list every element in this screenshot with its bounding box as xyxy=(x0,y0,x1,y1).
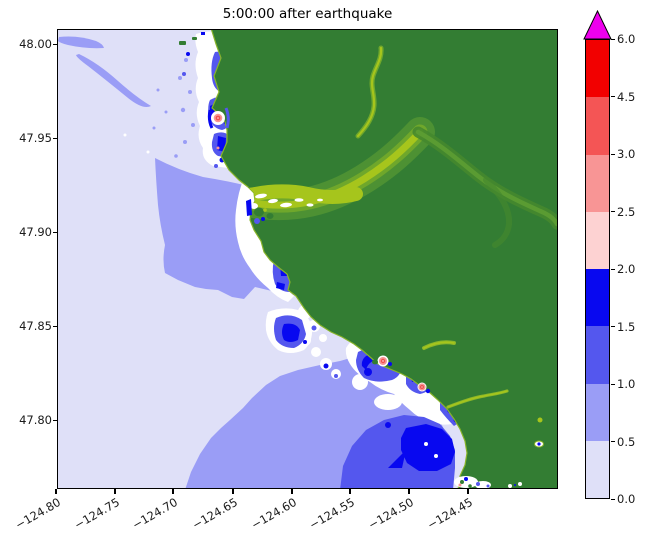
x-tick-mark xyxy=(467,489,469,494)
x-tick-mark xyxy=(232,489,234,494)
colorbar-tick-mark xyxy=(611,96,615,98)
colorbar-tick-label: 2.0 xyxy=(617,262,636,276)
bottom-coast-islets xyxy=(454,476,522,488)
map-plot-area xyxy=(57,29,558,489)
y-tick-mark xyxy=(53,43,58,45)
y-tick-label: 47.80 xyxy=(19,413,52,427)
x-tick-label: −124.60 xyxy=(248,495,299,533)
wave-hotspot-1 xyxy=(207,107,230,129)
land-region xyxy=(210,30,557,488)
colorbar-tick-mark xyxy=(611,498,615,500)
colorbar-segment xyxy=(586,269,609,327)
x-tick-mark xyxy=(55,489,57,494)
colorbar-segment xyxy=(586,440,609,498)
x-tick-label: −124.55 xyxy=(306,495,357,533)
offshore-islets xyxy=(179,32,205,76)
colorbar-tick-label: 0.0 xyxy=(617,492,636,506)
y-tick-label: 47.90 xyxy=(19,225,52,239)
colorbar-tick-mark xyxy=(611,38,615,40)
colorbar-tick-mark xyxy=(611,326,615,328)
colorbar-tick-mark xyxy=(611,153,615,155)
colorbar xyxy=(585,39,610,499)
estuary-channels xyxy=(246,193,323,224)
y-tick-mark xyxy=(53,231,58,233)
colorbar-segment xyxy=(586,383,609,441)
wave-hotspot-3 xyxy=(417,382,431,394)
tsunami-map xyxy=(58,30,557,488)
y-tick-mark xyxy=(53,419,58,421)
x-tick-label: −124.75 xyxy=(71,495,122,533)
colorbar-segment xyxy=(586,326,609,384)
x-tick-mark xyxy=(114,489,116,494)
x-tick-label: −124.50 xyxy=(365,495,416,533)
x-tick-mark xyxy=(291,489,293,494)
colorbar-segment xyxy=(586,40,609,98)
plot-title: 5:00:00 after earthquake xyxy=(222,6,393,22)
x-tick-label: −124.45 xyxy=(424,495,475,533)
y-tick-mark xyxy=(53,325,58,327)
wave-hotspot-2 xyxy=(372,355,392,367)
x-tick-label: −124.65 xyxy=(189,495,240,533)
x-tick-label: −124.70 xyxy=(129,495,180,533)
x-tick-label: −124.80 xyxy=(12,495,63,533)
colorbar-tick-label: 0.5 xyxy=(617,434,636,449)
y-tick-mark xyxy=(53,137,58,139)
colorbar-segment xyxy=(586,211,609,269)
colorbar-segment xyxy=(586,154,609,212)
colorbar-tick-mark xyxy=(611,383,615,385)
colorbar-segment xyxy=(586,97,609,155)
colorbar-tick-label: 4.5 xyxy=(617,89,636,104)
y-tick-label: 48.00 xyxy=(19,37,52,51)
y-tick-label: 47.95 xyxy=(19,131,52,145)
x-tick-mark xyxy=(408,489,410,494)
colorbar-tick-mark xyxy=(611,441,615,443)
colorbar-tick-label: 2.5 xyxy=(617,204,636,219)
colorbar-tick-mark xyxy=(611,211,615,213)
y-tick-label: 47.85 xyxy=(19,319,52,333)
x-tick-mark xyxy=(172,489,174,494)
colorbar-tick-label: 1.0 xyxy=(617,377,636,391)
colorbar-tick-mark xyxy=(611,268,615,270)
colorbar-tick-label: 1.5 xyxy=(617,319,636,334)
colorbar-tick-label: 3.0 xyxy=(617,147,636,161)
colorbar-tick-label: 6.0 xyxy=(617,32,636,46)
x-tick-mark xyxy=(349,489,351,494)
